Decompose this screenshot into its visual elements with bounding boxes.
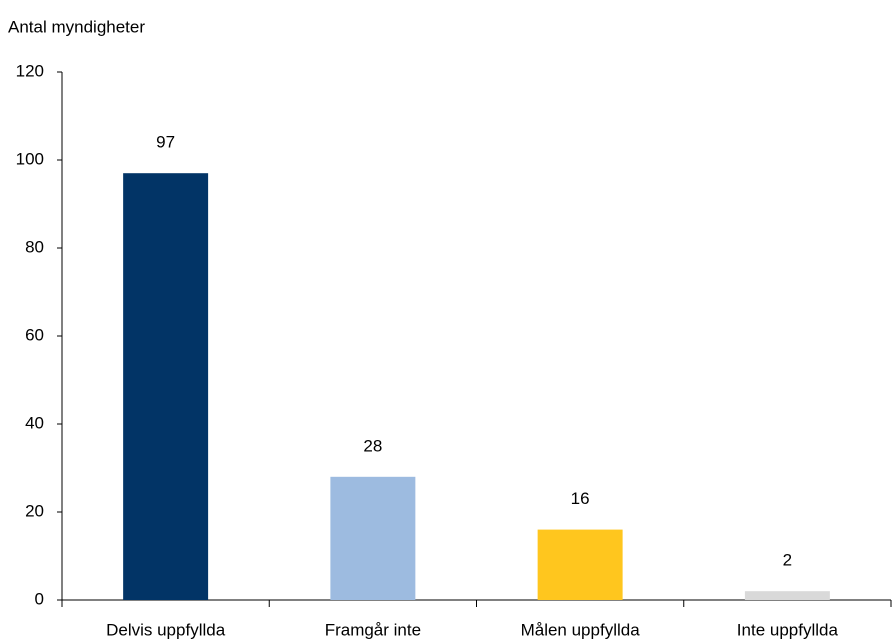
bar bbox=[123, 173, 209, 600]
y-tick-label: 80 bbox=[25, 237, 44, 256]
bar bbox=[330, 476, 416, 600]
bar bbox=[537, 529, 623, 600]
x-tick-label: Inte uppfyllda bbox=[737, 620, 839, 639]
x-tick-label: Målen uppfyllda bbox=[521, 620, 641, 639]
x-tick-label: Delvis uppfyllda bbox=[106, 620, 226, 639]
x-tick-label: Framgår inte bbox=[325, 620, 421, 639]
data-label: 16 bbox=[571, 489, 590, 508]
y-tick-label: 0 bbox=[35, 589, 44, 608]
y-tick-label: 120 bbox=[16, 61, 44, 80]
y-tick-label: 20 bbox=[25, 501, 44, 520]
y-axis-label: Antal myndigheter bbox=[8, 17, 145, 36]
data-label: 28 bbox=[363, 436, 382, 455]
y-tick-label: 60 bbox=[25, 325, 44, 344]
bar bbox=[744, 591, 830, 600]
data-label: 2 bbox=[783, 551, 792, 570]
y-tick-label: 40 bbox=[25, 413, 44, 432]
data-label: 97 bbox=[156, 133, 175, 152]
y-tick-label: 100 bbox=[16, 149, 44, 168]
